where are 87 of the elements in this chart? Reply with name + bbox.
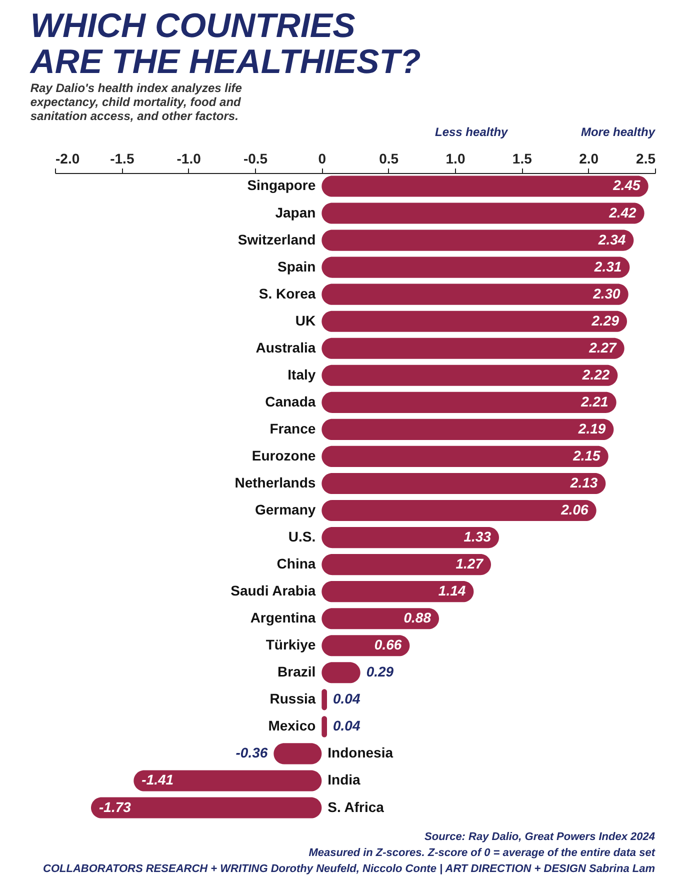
bar	[322, 608, 439, 630]
data-label: 2.19	[577, 420, 606, 436]
y-tick-label: U.S.	[288, 528, 316, 545]
y-tick-label: India	[328, 772, 361, 788]
bar	[322, 500, 596, 522]
x-tick-label: 0.5	[379, 150, 399, 166]
y-tick-label: Italy	[288, 366, 316, 382]
bar	[322, 446, 608, 468]
data-label: 0.29	[366, 664, 394, 680]
x-tick-label: 1.0	[446, 150, 466, 166]
data-label: 1.14	[438, 582, 466, 599]
text: Less healthy	[435, 125, 510, 139]
data-label: 2.22	[581, 366, 610, 382]
x-tick-label: -2.0	[56, 150, 80, 166]
bar	[322, 310, 627, 332]
x-tick-label: 1.5	[512, 150, 532, 166]
data-label: 0.04	[333, 690, 360, 707]
x-tick-label: -1.0	[176, 150, 202, 166]
source-note: Source: Ray Dalio, Great Powers Index 2024	[424, 831, 655, 843]
data-label: 2.45	[612, 177, 641, 194]
y-tick-label: Netherlands	[234, 474, 316, 490]
data-label: 2.30	[592, 285, 621, 302]
y-tick-label: Switzerland	[238, 231, 316, 248]
x-tick-label: -0.5	[243, 150, 268, 166]
y-tick-label: Spain	[278, 258, 316, 274]
bar	[322, 176, 648, 197]
data-label: -0.36	[236, 744, 268, 761]
x-tick-label: -1.5	[110, 150, 134, 166]
y-tick-label: Australia	[256, 339, 316, 356]
y-tick-label: Canada	[265, 393, 316, 410]
data-label: 1.33	[464, 528, 492, 545]
data-label: -1.41	[142, 772, 174, 788]
y-tick-label: Eurozone	[252, 447, 316, 464]
bar	[322, 392, 616, 413]
data-label: 2.15	[572, 447, 601, 464]
data-label: 2.29	[590, 312, 620, 328]
bar	[322, 716, 327, 738]
data-label: 2.31	[593, 258, 622, 274]
data-label: 0.66	[374, 636, 402, 653]
bar	[322, 230, 634, 251]
bar	[322, 284, 628, 305]
bar	[322, 472, 606, 494]
y-tick-label: Japan	[275, 204, 316, 220]
bar	[322, 554, 491, 576]
data-label: 1.27	[456, 556, 484, 572]
y-tick-label: Mexico	[268, 718, 316, 734]
y-tick-label: Türkiye	[266, 636, 316, 653]
y-tick-label: S. Korea	[258, 285, 316, 302]
y-tick-label: Singapore	[247, 177, 316, 194]
y-tick-label: Saudi Arabia	[230, 582, 316, 599]
y-tick-label: Germany	[254, 502, 316, 518]
bar	[322, 526, 499, 548]
data-label: 2.27	[588, 339, 618, 356]
bar	[91, 797, 322, 818]
data-label: 0.88	[404, 610, 432, 626]
y-tick-label: UK	[295, 312, 316, 328]
data-label: 2.13	[569, 474, 598, 490]
text: More healthy	[580, 125, 656, 139]
y-tick-label: China	[276, 556, 316, 572]
text: Measured in Z-scores. Z-score of 0 = average of the entire data set	[308, 847, 656, 859]
bar	[322, 418, 614, 440]
data-label: -1.73	[99, 798, 132, 815]
chart-subtitle: Ray Dalio's health index analyzes life expectancy, child mortality, food and sanitation access, and other factors.	[30, 81, 242, 123]
bar	[322, 581, 474, 602]
bar	[134, 770, 322, 792]
bar	[322, 689, 327, 710]
data-label: 2.42	[608, 204, 637, 220]
bar	[322, 635, 410, 656]
data-label: 2.21	[580, 393, 609, 410]
y-tick-label: Argentina	[250, 610, 316, 626]
bar	[322, 256, 630, 278]
x-tick-label: 0	[318, 150, 326, 166]
y-tick-label: S. Africa	[328, 798, 384, 815]
bar	[322, 364, 618, 386]
x-tick-label: 2.0	[579, 150, 599, 166]
y-tick-label: Brazil	[278, 664, 316, 680]
chart-title: WHICH COUNTRIES ARE THE HEALTHIEST?	[29, 7, 421, 81]
bar	[322, 338, 624, 359]
data-label: 2.06	[560, 502, 589, 518]
data-label: 2.34	[597, 231, 626, 248]
data-label: 0.04	[333, 718, 360, 734]
x-tick-label: 2.5	[636, 150, 656, 166]
text: COLLABORATORS RESEARCH + WRITING Dorothy Neufeld, Niccolo Conte | ART DIRECTION + DESIGN Sabrina Lam	[43, 863, 656, 875]
y-tick-label: Russia	[270, 690, 316, 707]
y-tick-label: Indonesia	[328, 744, 394, 761]
y-tick-label: France	[270, 420, 316, 436]
bar	[322, 202, 644, 224]
